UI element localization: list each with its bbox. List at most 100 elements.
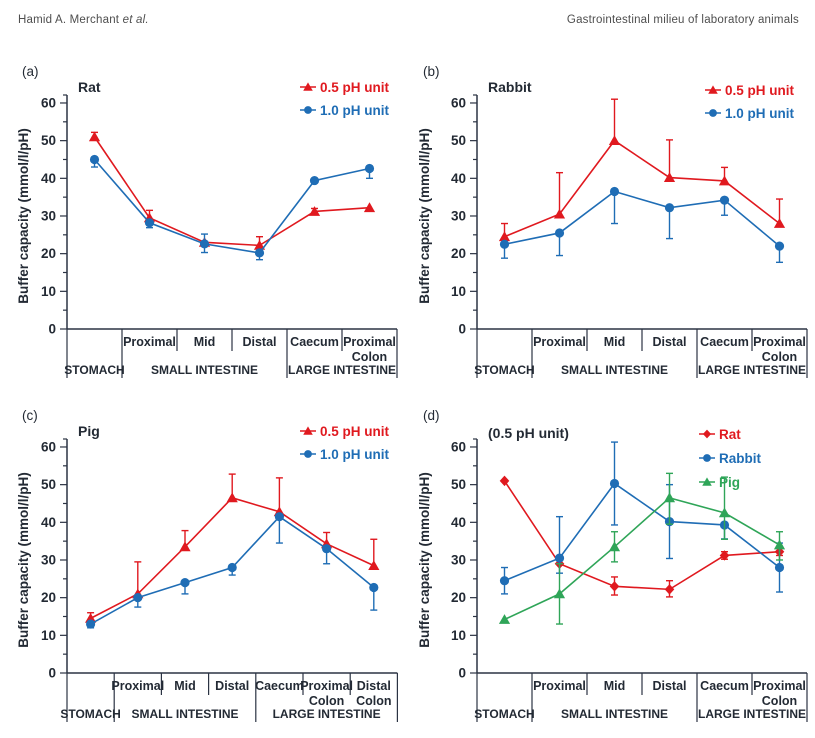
category-label: Proximal [123,335,176,349]
category-separators [476,329,808,378]
data-point-marker [368,560,380,571]
data-point-marker [609,186,620,197]
data-point-marker [774,241,785,251]
data-point-marker [718,507,731,518]
category-label: Caecum [290,335,339,349]
group-label: STOMACH [474,363,534,377]
y-tick-label: 40 [451,515,466,530]
series-line [504,190,781,247]
series-line [504,496,780,621]
y-tick-label: 60 [451,439,466,454]
axes [476,439,807,674]
y-tick-label: 20 [41,590,56,605]
y-tick-label: 30 [41,208,56,223]
y-tick-label: 50 [41,133,56,148]
y-tick-label: 40 [451,171,466,186]
axes [66,439,398,674]
data-point-marker [609,478,620,489]
legend-item-rabbit: Rabbit [699,451,762,466]
legend-item-1-0-ph-unit: 1.0 pH unit [300,103,390,118]
group-label: LARGE INTESTINE [698,363,806,377]
category-label: Distal [357,679,391,693]
legend-label: 1.0 pH unit [725,106,795,121]
circle-icon [304,106,312,114]
chart-d: (d) 0 10 20 30 40 50 60 Buffer capacity (mmol/l/… [417,408,808,722]
data-point-marker [86,619,96,629]
y-tick-label: 10 [451,284,466,299]
data-point-marker [369,582,379,593]
y-tick-label: 60 [41,95,56,110]
data-point-marker [226,492,238,503]
category-label: Colon [309,694,344,708]
category-label: Colon [352,350,387,364]
legend-label: 0.5 pH unit [320,424,390,439]
data-point-marker [89,154,100,165]
y-tick-label: 50 [451,133,466,148]
y-tick-label: 30 [41,552,56,567]
series-1-0-ph-unit [86,512,379,629]
y-tick-label: 30 [451,552,466,567]
data-point-marker [85,612,97,623]
category-label: Proximal [300,679,353,693]
axes [476,95,807,330]
y-axis-label: Buffer capacity (mmol/l/pH) [16,472,31,648]
category-label: Mid [604,679,626,693]
data-point-marker [364,163,375,174]
series-line [504,139,780,238]
series-line [93,158,370,254]
group-label: SMALL INTESTINE [131,707,238,721]
y-tick-label: 40 [41,171,56,186]
y-tick-label: 0 [48,322,56,337]
data-point-marker [180,577,190,588]
category-label: Mid [194,335,216,349]
chart-c: (c) 0 10 20 30 40 50 60 Buffer capacity (mmol/l/… [16,408,398,722]
legend-item-pig: Pig [699,475,740,490]
category-label: Caecum [700,679,749,693]
y-tick-label: 0 [458,322,466,337]
category-label: Distal [652,679,686,693]
panel-letter: (c) [22,408,38,423]
data-point-marker [663,492,676,503]
data-point-marker [227,562,237,573]
data-point-marker [499,475,510,487]
data-point-marker [88,131,101,142]
category-label: Distal [215,679,249,693]
y-tick-label: 50 [451,477,466,492]
running-header: Hamid A. Merchant et al. Gastrointestina… [18,14,799,26]
data-point-marker [554,228,565,238]
group-label: STOMACH [64,363,124,377]
panel-a: (a) 0 10 20 30 40 50 60 Buffer capacity (mmol/l/… [12,50,413,394]
axes [66,95,397,330]
y-tick-label: 10 [41,628,56,643]
panel-c: (c) 0 10 20 30 40 50 60 Buffer capacity (mmol/l/… [12,394,413,738]
category-label: Proximal [753,679,806,693]
circle-icon [703,454,711,462]
author-name: Hamid A. Merchant [18,14,120,26]
running-title: Gastrointestinal milieu of laboratory an… [566,14,799,26]
data-point-marker [499,239,510,249]
y-tick-label: 0 [48,666,56,681]
data-point-marker [773,218,786,228]
triangle-icon [702,477,712,486]
y-tick-label: 50 [41,477,56,492]
series-0-5-ph-unit [85,473,380,623]
series-0-5-ph-unit [88,131,376,250]
panel-d: (d) 0 10 20 30 40 50 60 Buffer capacity (mmol/l/… [413,394,814,738]
circle-icon [709,109,717,117]
category-label: Proximal [753,335,806,349]
series-line [93,136,370,247]
category-label: Proximal [111,679,164,693]
category-separators [476,673,808,722]
data-point-marker [144,218,155,228]
y-tick-label: 0 [458,666,466,681]
group-label: STOMACH [474,707,534,721]
group-label: SMALL INTESTINE [561,363,668,377]
y-tick-label: 60 [41,439,56,454]
data-point-marker [309,175,320,186]
data-point-marker [664,584,675,595]
data-point-marker [254,248,265,258]
category-separators [66,329,398,378]
data-point-marker [608,135,621,146]
data-point-marker [322,544,332,554]
panel-b: (b) 0 10 20 30 40 50 60 Buffer capacity (mmol/l/… [413,50,814,394]
